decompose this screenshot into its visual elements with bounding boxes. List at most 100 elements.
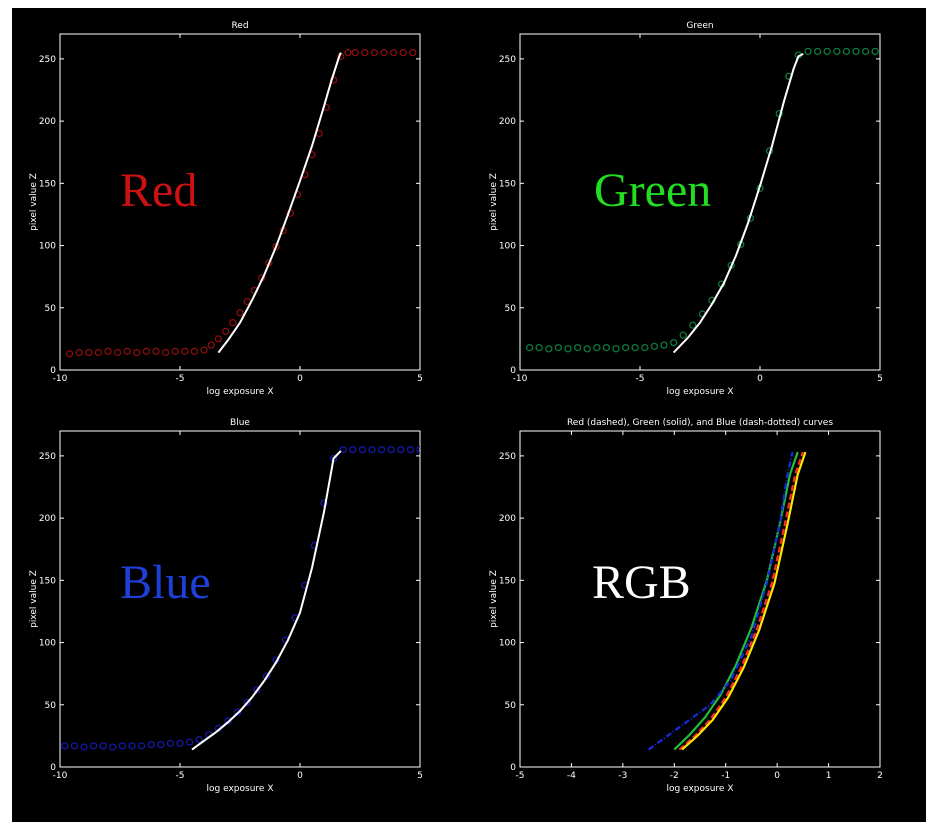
fit-curve (217, 52, 342, 354)
series-line-blue (647, 451, 794, 751)
sample-point (94, 348, 103, 357)
sample-point (70, 742, 79, 750)
sample-point (65, 350, 74, 358)
y-axis-label: pixel value Z (489, 173, 499, 231)
x-tick-label: -2 (670, 771, 679, 781)
y-tick-label: 50 (45, 701, 57, 711)
y-tick-label: 50 (505, 304, 517, 314)
y-tick-label: 100 (39, 639, 56, 649)
sample-point (679, 331, 687, 339)
x-axis-label: log exposure X (667, 387, 734, 397)
sample-point (133, 348, 141, 357)
sample-point (161, 348, 170, 357)
x-tick-label: -10 (53, 771, 68, 781)
sample-point (195, 735, 203, 744)
sample-point (118, 742, 127, 750)
x-tick-label: -1 (721, 771, 730, 781)
x-tick-label: 2 (877, 771, 883, 781)
y-tick-label: 0 (510, 763, 516, 773)
x-tick-label: 5 (417, 374, 423, 384)
y-tick-label: 100 (499, 242, 516, 252)
x-tick-label: 0 (774, 771, 780, 781)
overlay-label: Blue (120, 556, 211, 609)
sample-point (272, 243, 280, 251)
chart-3: Red (dashed), Green (solid), and Blue (d… (489, 418, 883, 794)
fit-curve (191, 450, 342, 751)
y-tick-label: 0 (50, 366, 56, 376)
plot-area (525, 47, 879, 354)
y-tick-label: 0 (510, 366, 516, 376)
sample-point (380, 49, 388, 57)
sample-point (109, 743, 117, 751)
sample-point (344, 49, 352, 57)
sample-point (104, 347, 112, 355)
x-tick-label: 5 (877, 374, 883, 384)
sample-point (545, 345, 553, 353)
sample-point (368, 446, 376, 454)
x-tick-label: -10 (53, 374, 68, 384)
x-tick-label: 1 (826, 771, 832, 781)
sample-point (349, 446, 357, 454)
sample-point (185, 738, 194, 746)
plot-frame (59, 33, 421, 371)
x-tick-label: 0 (757, 374, 763, 384)
x-tick-label: -3 (618, 771, 627, 781)
y-tick-label: 200 (39, 514, 56, 524)
sample-point (650, 342, 659, 351)
sample-point (351, 49, 359, 57)
sample-point (852, 47, 860, 56)
sample-point (61, 742, 69, 750)
sample-point (236, 309, 244, 317)
plot-area (647, 451, 807, 751)
x-tick-label: -4 (567, 771, 576, 781)
sample-point (320, 499, 328, 507)
sample-point (171, 347, 179, 355)
sample-point (554, 343, 563, 352)
y-tick-label: 150 (39, 179, 56, 189)
y-tick-label: 200 (499, 117, 516, 127)
sample-point (361, 49, 369, 57)
y-tick-label: 0 (50, 763, 56, 773)
y-tick-label: 150 (499, 576, 516, 586)
sample-point (221, 327, 230, 336)
sample-point (137, 742, 146, 750)
sample-point (612, 345, 620, 353)
sample-point (416, 446, 420, 454)
y-axis-label: pixel value Z (489, 570, 499, 628)
sample-point (669, 338, 678, 347)
sample-point (123, 347, 131, 355)
sample-point (370, 49, 379, 57)
sample-point (409, 49, 417, 57)
sample-point (99, 742, 107, 750)
sample-point (804, 47, 812, 56)
x-axis-label: log exposure X (667, 784, 734, 794)
sample-point (339, 446, 347, 454)
sample-point (842, 47, 851, 56)
x-axis-label: log exposure X (207, 387, 274, 397)
sample-point (190, 347, 199, 355)
chart-title: Blue (230, 418, 250, 428)
plot-frame (59, 430, 421, 768)
y-tick-label: 250 (499, 452, 516, 462)
sample-point (85, 348, 93, 357)
sample-point (813, 47, 822, 56)
sample-point (243, 698, 251, 706)
sample-point (389, 49, 398, 57)
sample-point (75, 348, 83, 357)
sample-point (80, 743, 88, 751)
y-tick-label: 50 (505, 701, 517, 711)
series-line-yellow (681, 451, 807, 751)
sample-point (399, 49, 407, 57)
plot-area (61, 446, 420, 751)
x-tick-label: 0 (297, 771, 303, 781)
sample-point (147, 740, 155, 749)
sample-point (207, 341, 215, 349)
sample-point (689, 321, 697, 329)
sample-point (397, 446, 405, 454)
sample-point (157, 740, 165, 749)
sample-point (602, 343, 611, 352)
sample-point (166, 739, 175, 748)
